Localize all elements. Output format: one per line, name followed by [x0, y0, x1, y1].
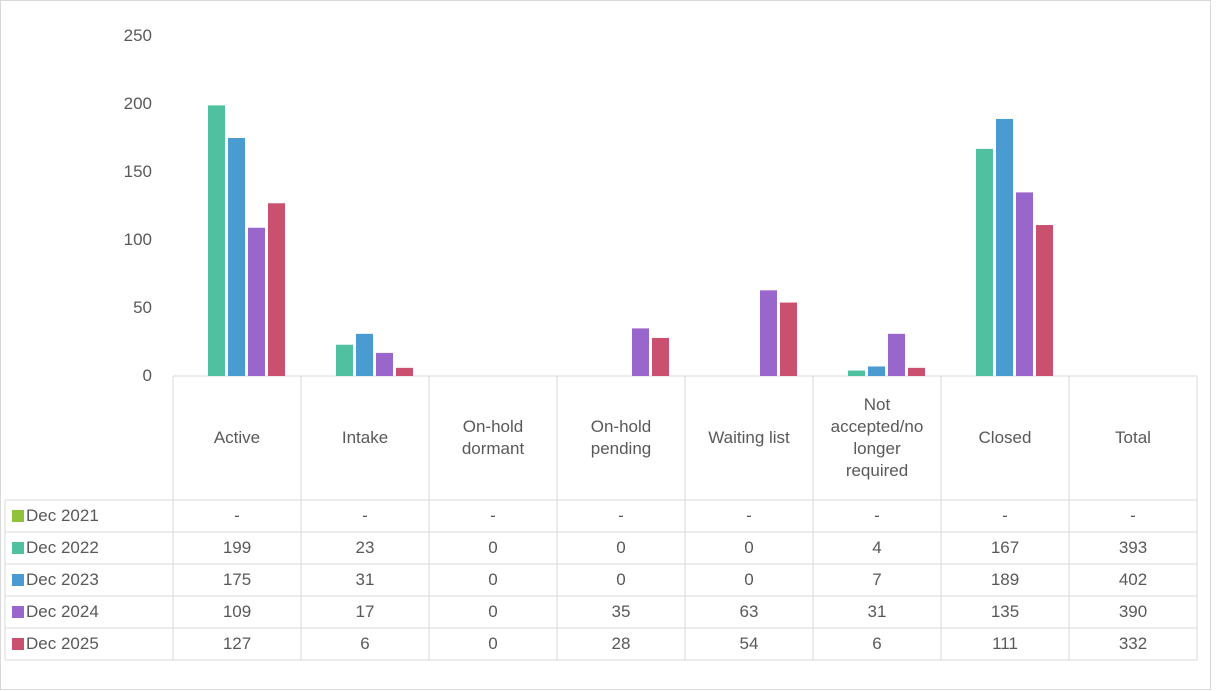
- table-total: 332: [1118, 633, 1148, 653]
- table-value: 31: [355, 569, 375, 589]
- table-value: -: [618, 505, 624, 525]
- bar: [356, 333, 373, 376]
- table-value: 63: [739, 601, 759, 621]
- category-label: Waiting list: [708, 427, 790, 447]
- bar: [396, 367, 413, 376]
- table-total: -: [1130, 505, 1136, 525]
- table-total: 393: [1118, 537, 1148, 557]
- legend-label: Dec 2023: [26, 569, 99, 589]
- table-value: -: [874, 505, 880, 525]
- table-value: 7: [872, 569, 882, 589]
- table-value: 189: [990, 569, 1020, 589]
- table-value: 23: [355, 537, 375, 557]
- category-label: On-hold dormant: [461, 416, 525, 458]
- table-value: -: [490, 505, 496, 525]
- table-value: 167: [990, 537, 1020, 557]
- table-total: 390: [1118, 601, 1148, 621]
- table-value: 17: [355, 601, 375, 621]
- table-value: 6: [360, 633, 370, 653]
- bar: [208, 105, 225, 377]
- bar: [336, 344, 353, 376]
- y-tick-label: 250: [123, 25, 152, 45]
- bar: [652, 337, 669, 376]
- bar: [780, 302, 797, 376]
- bar: [376, 352, 393, 376]
- category-label: Intake: [341, 427, 389, 447]
- category-label: Closed: [978, 427, 1032, 447]
- table-value: 0: [488, 633, 498, 653]
- bar: [760, 290, 777, 376]
- category-label: On-hold pending: [590, 416, 652, 458]
- bar: [888, 333, 905, 376]
- y-tick-label: 200: [123, 93, 152, 113]
- table-value: 28: [611, 633, 631, 653]
- category-label: Not accepted/no longer required: [830, 394, 924, 481]
- table-value: 0: [488, 569, 498, 589]
- table-value: 175: [222, 569, 252, 589]
- table-value: 4: [872, 537, 882, 557]
- bar: [976, 148, 993, 376]
- bar: [848, 370, 865, 376]
- bar: [248, 227, 265, 376]
- bar: [996, 118, 1013, 377]
- legend-swatch: [12, 510, 24, 522]
- table-value: 111: [992, 633, 1018, 653]
- category-label: Active: [213, 427, 261, 447]
- legend-swatch: [12, 606, 24, 618]
- legend-label: Dec 2021: [26, 505, 99, 525]
- y-tick-label: 100: [123, 229, 152, 249]
- table-value: -: [234, 505, 240, 525]
- table-value: -: [746, 505, 752, 525]
- y-tick-label: 0: [142, 365, 152, 385]
- table-value: -: [1002, 505, 1008, 525]
- table-value: 127: [222, 633, 252, 653]
- bar: [632, 328, 649, 376]
- bar: [1016, 192, 1033, 376]
- legend-swatch: [12, 574, 24, 586]
- category-label: Total: [1115, 427, 1151, 447]
- table-value: -: [362, 505, 368, 525]
- bar: [228, 138, 245, 376]
- table-total: 402: [1118, 569, 1148, 589]
- legend-swatch: [12, 542, 24, 554]
- legend-label: Dec 2024: [26, 601, 99, 621]
- table-value: 35: [611, 601, 631, 621]
- legend-swatch: [12, 638, 24, 650]
- bar: [908, 367, 925, 376]
- y-tick-label: 50: [133, 297, 152, 317]
- legend-label: Dec 2022: [26, 537, 99, 557]
- table-value: 109: [222, 601, 252, 621]
- table-value: 199: [222, 537, 252, 557]
- bar: [268, 203, 285, 376]
- table-value: 0: [744, 569, 754, 589]
- table-value: 31: [867, 601, 887, 621]
- table-value: 0: [616, 537, 626, 557]
- legend-label: Dec 2025: [26, 633, 99, 653]
- table-value: 6: [872, 633, 882, 653]
- table-value: 0: [488, 537, 498, 557]
- table-value: 54: [739, 633, 759, 653]
- bar: [1036, 225, 1053, 376]
- table-value: 0: [488, 601, 498, 621]
- table-value: 135: [990, 601, 1020, 621]
- y-tick-label: 150: [123, 161, 152, 181]
- table-value: 0: [616, 569, 626, 589]
- bar: [868, 366, 885, 376]
- table-value: 0: [744, 537, 754, 557]
